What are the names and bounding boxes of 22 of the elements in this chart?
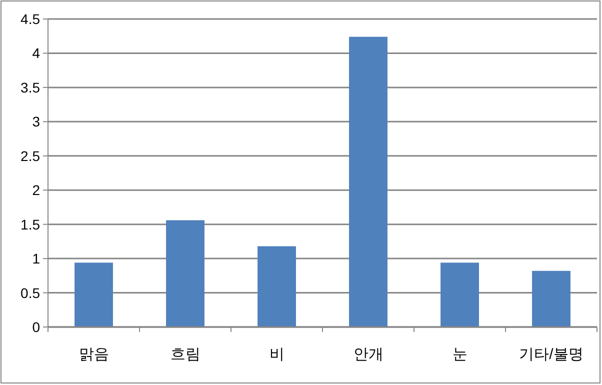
bar xyxy=(166,220,204,327)
bar xyxy=(532,270,570,327)
x-tick-label: 맑음 xyxy=(78,346,109,363)
y-tick-label: 1 xyxy=(32,250,40,267)
x-tick-label: 비 xyxy=(269,346,284,363)
bar xyxy=(440,262,479,327)
y-tick-label: 0.5 xyxy=(20,284,40,301)
y-tick-label: 4 xyxy=(32,45,40,62)
y-tick-label: 0 xyxy=(32,319,40,335)
y-tick-label: 3.5 xyxy=(20,79,40,96)
x-tick-label: 기타/불명 xyxy=(519,346,584,363)
bar xyxy=(74,262,113,327)
y-tick-label: 4.5 xyxy=(20,11,40,27)
x-tick-label: 흐림 xyxy=(170,346,200,363)
y-tick-label: 2.5 xyxy=(20,148,40,164)
y-tick-label: 2 xyxy=(32,182,40,198)
x-tick-label: 눈 xyxy=(452,346,468,363)
x-tick-label: 안개 xyxy=(353,346,384,363)
y-tick-label: 1.5 xyxy=(20,216,40,232)
bar xyxy=(258,246,296,327)
bar xyxy=(349,36,388,327)
y-tick-label: 3 xyxy=(32,114,40,130)
